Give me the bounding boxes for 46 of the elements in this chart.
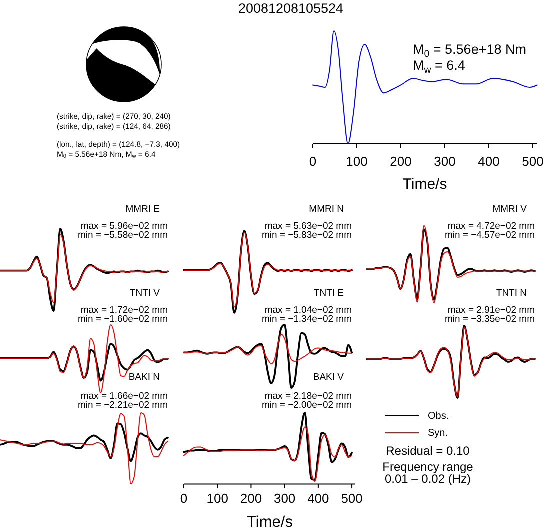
annotation: max = 5.96e−02 mm [80, 220, 168, 232]
x-tick-label: 300 [434, 154, 456, 168]
annotation: M$_{0}$ = 5.56e+18 Nm [413, 42, 526, 60]
text: Residual = 0.10 [386, 444, 470, 458]
x-tick-label: 0 [180, 490, 188, 506]
chart-title: BAKI N [128, 372, 160, 382]
chart-title: BAKI V [313, 372, 345, 382]
annotation: min = −5.58e−02 mm [78, 230, 168, 240]
x-tick-label: 400 [478, 154, 500, 168]
text: min = −1.60e−02 mm [78, 314, 168, 324]
text: min = −2.00e−02 mm [262, 400, 352, 410]
x-tick-label: 200 [390, 154, 412, 168]
x-axis-title: Time/s [247, 514, 294, 530]
x-tick-label: 200 [240, 490, 262, 506]
text: min = −1.34e−02 mm [262, 314, 352, 324]
text: Frequency range [382, 460, 474, 474]
text: max = 2.18e−02 mm [264, 390, 352, 402]
x-tick-label: 400 [308, 490, 330, 506]
x-axis-title: Time/s [402, 176, 448, 192]
annotation: max = 5.63e−02 mm [264, 220, 352, 232]
annotation: min = −4.57e−02 mm [444, 230, 536, 240]
text: 20081208105524 [238, 0, 344, 16]
x-tick-label: 500 [522, 154, 544, 168]
annotation: max = 4.72e−02 mm [448, 220, 536, 232]
chart-title: TNTI N [496, 288, 528, 298]
annotation: max = 1.72e−02 mm [80, 304, 168, 316]
x-tick-label: 100 [206, 490, 228, 506]
legend-label: Syn. [428, 428, 448, 438]
legend-label: Obs. [428, 410, 450, 422]
chart-title: TNTI V [130, 288, 161, 298]
chart-title: MMRI E [126, 204, 160, 214]
annotation: max = 1.66e−02 mm [80, 390, 168, 402]
text: max = 2.91e−02 mm [448, 304, 536, 316]
annotation: M$_{w}$ = 6.4 [413, 58, 466, 76]
text: min = −2.21e−02 mm [78, 400, 168, 410]
chart-title: MMRI N [309, 204, 344, 214]
x-tick-label: 100 [346, 154, 368, 168]
x-tick-label: 500 [341, 490, 363, 506]
x-tick-label: 0 [309, 154, 317, 168]
chart-title: TNTI E [314, 288, 344, 298]
text: 0.01 – 0.02 (Hz) [384, 472, 472, 486]
annotation: max = 1.04e−02 mm [264, 304, 352, 316]
x-tick-label: 300 [274, 490, 296, 506]
chart-title: MMRI V [492, 204, 528, 214]
annotation: min = −5.83e−02 mm [262, 230, 352, 240]
text: min = −3.35e−02 mm [444, 314, 536, 324]
